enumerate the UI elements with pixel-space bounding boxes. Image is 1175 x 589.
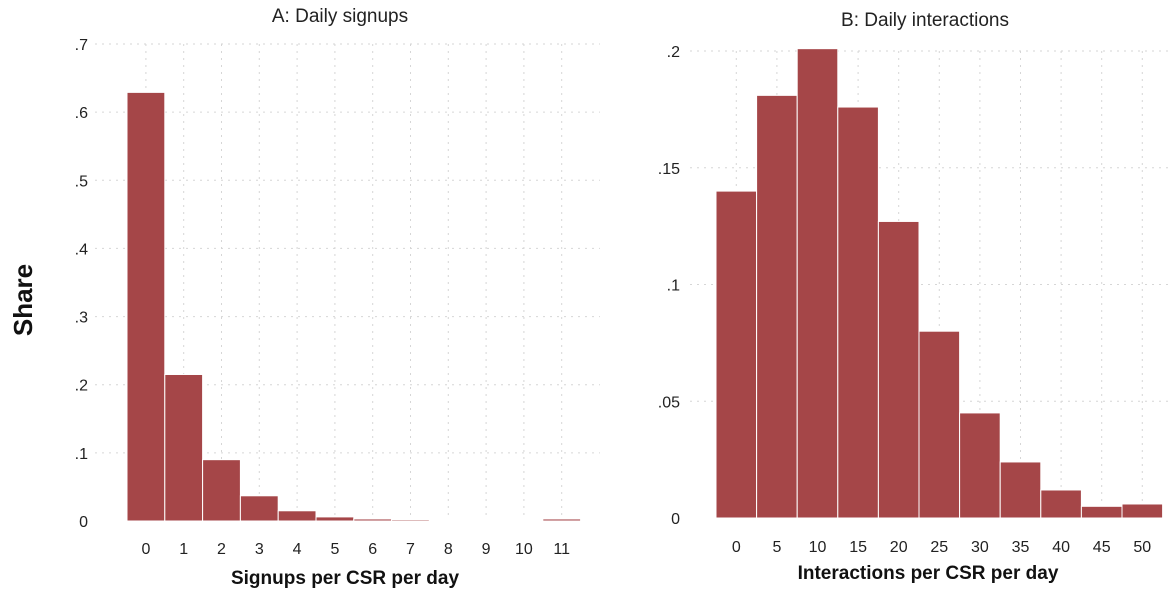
panel-b-x-tick-label: 35 (1012, 539, 1030, 556)
panel-b-bar (1080, 505, 1123, 519)
panel-b: B: Daily interactions 0 .05 .1 .15 .2 0 5 10 15… (658, 10, 1170, 584)
panel-a-x-tick-label: 6 (368, 541, 377, 558)
panel-a-bar (391, 519, 430, 522)
panel-a-x-ticks: 0 1 2 3 4 5 6 7 8 9 10 11 (141, 541, 570, 558)
panel-b-x-tick-label: 20 (890, 539, 908, 556)
panel-a-bar (466, 519, 506, 522)
panel-b-bars (715, 48, 1164, 519)
panel-a-y-tick-label: .7 (75, 37, 88, 54)
panel-a-y-tick-label: 0 (79, 514, 88, 531)
panel-a-y-tick-label: .4 (75, 241, 88, 258)
shared-y-axis-label: Share (8, 264, 38, 336)
panel-b-y-ticks: 0 .05 .1 .15 .2 (658, 44, 680, 528)
panel-b-x-ticks: 0 5 10 15 20 25 30 35 40 45 50 (732, 539, 1151, 556)
panel-a-y-ticks: 0 .1 .2 .3 .4 .5 .6 .7 (75, 37, 88, 531)
panel-b-x-tick-label: 25 (930, 539, 948, 556)
panel-a: A: Daily signups 0 .1 .2 .3 .4 .5 .6 .7 0 1 2 3 4 5 6… (75, 6, 600, 589)
panel-b-x-tick-label: 10 (809, 539, 827, 556)
panel-b-y-tick-label: .15 (658, 161, 680, 178)
panel-b-x-tick-label: 40 (1052, 539, 1070, 556)
panel-b-bar (715, 190, 758, 519)
panel-a-y-tick-label: .1 (75, 446, 88, 463)
panel-a-bar (315, 516, 355, 522)
panel-b-x-axis-label: Interactions per CSR per day (798, 563, 1059, 584)
panel-a-bar (504, 519, 544, 522)
panel-b-x-tick-label: 5 (772, 539, 781, 556)
panel-b-bar (877, 220, 920, 519)
panel-b-bar (959, 412, 1001, 519)
panel-a-bar (428, 519, 468, 522)
panel-a-bars (126, 91, 582, 522)
panel-a-x-tick-label: 7 (406, 541, 415, 558)
panel-a-x-axis-label: Signups per CSR per day (231, 568, 459, 589)
panel-a-x-tick-label: 2 (217, 541, 226, 558)
panel-b-y-tick-label: 0 (671, 511, 680, 528)
panel-b-bar (837, 106, 879, 519)
panel-a-x-tick-label: 11 (553, 541, 570, 558)
panel-a-bar (353, 518, 393, 522)
panel-a-y-tick-label: .3 (75, 310, 88, 327)
panel-a-y-tick-label: .5 (75, 173, 88, 190)
panel-b-x-tick-label: 15 (849, 539, 867, 556)
panel-b-y-tick-label: .2 (667, 44, 680, 61)
panel-b-bar (1121, 503, 1164, 519)
panel-a-bar (277, 510, 317, 522)
panel-a-x-tick-label: 9 (482, 541, 491, 558)
panel-b-y-tick-label: .1 (667, 278, 680, 295)
panel-a-x-tick-label: 8 (444, 541, 453, 558)
panel-b-bar (918, 330, 961, 519)
panel-a-x-tick-label: 4 (293, 541, 302, 558)
panel-a-y-tick-label: .2 (75, 378, 88, 395)
panel-a-bar (202, 459, 241, 522)
panel-a-x-tick-label: 5 (330, 541, 339, 558)
panel-a-bar (164, 373, 204, 522)
panel-b-title: B: Daily interactions (841, 10, 1009, 31)
panel-b-x-tick-label: 50 (1133, 539, 1151, 556)
panel-a-title: A: Daily signups (272, 6, 408, 27)
panel-a-x-tick-label: 3 (255, 541, 264, 558)
panel-a-x-tick-label: 10 (515, 541, 533, 558)
panel-b-x-tick-label: 30 (971, 539, 989, 556)
panel-a-bar (239, 495, 279, 522)
panel-b-x-tick-label: 45 (1093, 539, 1111, 556)
panel-a-gridlines (95, 43, 600, 521)
panel-a-bar (542, 518, 582, 522)
panel-b-bar (1040, 489, 1082, 519)
panel-a-x-tick-label: 1 (179, 541, 188, 558)
panel-a-bar (126, 91, 166, 522)
panel-b-bar (999, 461, 1042, 519)
panel-a-y-tick-label: .6 (75, 105, 88, 122)
panel-b-y-tick-label: .05 (658, 394, 680, 411)
panel-b-bar (756, 94, 798, 519)
panel-b-bar (796, 48, 839, 519)
panel-b-x-tick-label: 0 (732, 539, 741, 556)
panel-a-x-tick-label: 0 (141, 541, 150, 558)
